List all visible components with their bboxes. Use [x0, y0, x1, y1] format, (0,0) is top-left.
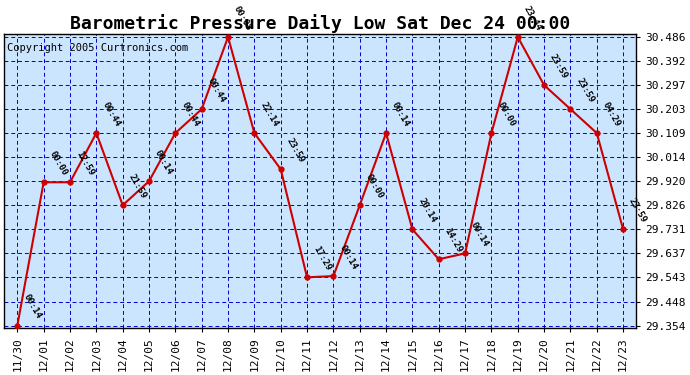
Text: 12:59: 12:59	[74, 149, 95, 177]
Text: 20:14: 20:14	[416, 196, 437, 224]
Text: 04:29: 04:29	[601, 100, 622, 128]
Text: Copyright 2005 Curtronics.com: Copyright 2005 Curtronics.com	[8, 43, 188, 53]
Text: 00:14: 00:14	[469, 220, 491, 248]
Text: 23:59: 23:59	[548, 52, 569, 80]
Text: 23:59: 23:59	[627, 196, 649, 224]
Text: 23:59: 23:59	[285, 136, 306, 164]
Text: 00:14: 00:14	[390, 100, 411, 128]
Text: 00:00: 00:00	[364, 172, 385, 200]
Text: 00:44: 00:44	[179, 100, 201, 128]
Text: 00:14: 00:14	[337, 243, 359, 271]
Text: 23:44: 23:44	[522, 4, 543, 32]
Text: 14:29: 14:29	[443, 226, 464, 254]
Text: 21:59: 21:59	[127, 172, 148, 200]
Text: 23:59: 23:59	[574, 76, 595, 104]
Text: 17:29: 17:29	[311, 244, 333, 272]
Text: 22:14: 22:14	[258, 100, 279, 128]
Text: 00:00: 00:00	[48, 149, 69, 177]
Text: 00:14: 00:14	[21, 292, 43, 320]
Text: 00:44: 00:44	[206, 76, 227, 104]
Text: 00:08: 00:08	[232, 4, 253, 32]
Title: Barometric Pressure Daily Low Sat Dec 24 00:00: Barometric Pressure Daily Low Sat Dec 24…	[70, 14, 571, 33]
Text: 00:14: 00:14	[153, 148, 174, 176]
Text: 00:00: 00:00	[495, 100, 517, 128]
Text: 00:44: 00:44	[100, 100, 121, 128]
